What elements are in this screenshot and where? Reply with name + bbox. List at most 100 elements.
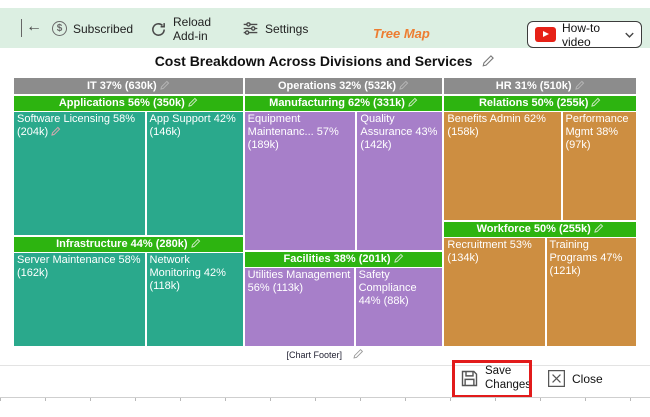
toolbar-divider: [21, 19, 22, 37]
group-header-relations: Relations 50% (255k): [444, 96, 636, 111]
edit-manufacturing-pencil-icon[interactable]: [408, 97, 418, 111]
group-header-manufacturing-label: Manufacturing 62% (331k): [269, 97, 405, 109]
edit-applications-pencil-icon[interactable]: [188, 97, 198, 111]
leaf-recruitment-label: Recruitment 53% (134k): [447, 239, 532, 264]
treemap-leaf-network-monitoring: Network Monitoring 42% (118k): [146, 252, 243, 346]
dollar-icon: $: [52, 21, 67, 36]
chart-title-row: Cost Breakdown Across Divisions and Serv…: [0, 53, 650, 70]
leaf-software-licensing-label: Software Licensing 58% (204k): [17, 113, 136, 138]
division-hr-groups: Relations 50% (255k) Benefits Admin 62% …: [444, 96, 636, 346]
group-header-workforce: Workforce 50% (255k): [444, 222, 636, 237]
settings-label: Settings: [265, 21, 309, 36]
group-infrastructure: Infrastructure 44% (280k) Server Mainten…: [14, 236, 243, 346]
relations-leaves: Benefits Admin 62% (158k) Performance Mg…: [444, 112, 636, 220]
chart-footer-text: [Chart Footer]: [286, 350, 342, 360]
save-changes-label: Save Changes: [485, 365, 532, 391]
division-it: IT 37% (630k) Applications 56% (350k) So…: [14, 78, 243, 346]
chart-title: Cost Breakdown Across Divisions and Serv…: [154, 53, 473, 69]
reload-label: Reload Add-in: [173, 15, 212, 43]
treemap-leaf-app-support: App Support 42% (146k): [146, 112, 243, 235]
youtube-icon: [535, 27, 556, 42]
howto-video-label: How-to video: [562, 20, 601, 49]
leaf-training-programs-label: Training Programs 47% (121k): [549, 239, 623, 277]
leaf-safety-compliance-label: Safety Compliance 44% (88k): [358, 268, 417, 307]
edit-division-hr-pencil-icon[interactable]: [574, 79, 585, 94]
treemap-leaf-quality-assurance: Quality Assurance 43% (142k): [357, 112, 443, 250]
group-header-infrastructure: Infrastructure 44% (280k): [14, 236, 243, 252]
division-hr: HR 31% (510k) Relations 50% (255k) Benef…: [444, 78, 636, 346]
infrastructure-leaves: Server Maintenance 58% (162k) Network Mo…: [14, 252, 243, 346]
close-button[interactable]: Close: [546, 368, 603, 389]
treemap-leaf-training-programs: Training Programs 47% (121k): [546, 238, 636, 346]
treemap-leaf-software-licensing: Software Licensing 58% (204k): [14, 112, 145, 235]
division-header-hr-label: HR 31% (510k): [495, 80, 572, 92]
group-facilities: Facilities 38% (201k) Utilities Manageme…: [244, 251, 443, 346]
footer-divider: [0, 365, 650, 366]
save-floppy-icon: [461, 371, 478, 387]
leaf-network-monitoring-label: Network Monitoring 42% (118k): [149, 253, 226, 292]
close-label: Close: [572, 371, 603, 386]
division-header-it: IT 37% (630k): [14, 78, 243, 94]
chevron-down-icon: [625, 32, 634, 38]
reload-addin-button[interactable]: Reload Add-in: [150, 15, 221, 44]
leaf-utilities-management-label: Utilities Management 56% (113k): [247, 268, 351, 294]
close-x-icon: [548, 370, 565, 387]
menu-icon[interactable]: [3, 21, 18, 27]
app-brand-title: Tree Map: [373, 26, 430, 41]
division-header-operations: Operations 32% (532k): [244, 78, 443, 94]
treemap-chart: IT 37% (630k) Applications 56% (350k) So…: [14, 78, 636, 346]
edit-title-pencil-icon[interactable]: [482, 54, 495, 70]
group-manufacturing: Manufacturing 62% (331k) Equipment Maint…: [244, 96, 443, 250]
leaf-app-support-label: App Support 42% (146k): [149, 113, 236, 138]
leaf-quality-assurance-label: Quality Assurance 43% (142k): [360, 113, 438, 151]
workforce-leaves: Recruitment 53% (134k) Training Programs…: [444, 238, 636, 346]
facilities-leaves: Utilities Management 56% (113k) Safety C…: [244, 267, 443, 346]
treemap-leaf-recruitment: Recruitment 53% (134k): [444, 238, 545, 346]
edit-division-operations-pencil-icon[interactable]: [399, 79, 409, 94]
treemap-leaf-server-maintenance: Server Maintenance 58% (162k): [14, 252, 145, 346]
division-it-groups: Applications 56% (350k) Software Licensi…: [14, 96, 243, 346]
save-changes-button[interactable]: Save Changes: [459, 365, 537, 393]
edit-workforce-pencil-icon[interactable]: [594, 223, 604, 237]
subscribed-label: Subscribed: [73, 21, 134, 36]
worksheet-gridline-edge: [0, 397, 650, 402]
division-header-hr: HR 31% (510k): [444, 78, 636, 94]
division-operations-groups: Manufacturing 62% (331k) Equipment Maint…: [244, 96, 443, 346]
edit-facilities-pencil-icon[interactable]: [393, 253, 404, 267]
treemap-leaf-benefits-admin: Benefits Admin 62% (158k): [444, 112, 561, 220]
chart-footer-row: [Chart Footer]: [0, 348, 650, 361]
treemap-leaf-equipment-maintenance: Equipment Maintenanc... 57% (189k): [244, 112, 356, 250]
edit-footer-pencil-icon[interactable]: [352, 348, 364, 361]
treemap-leaf-utilities-management: Utilities Management 56% (113k): [244, 267, 354, 346]
applications-leaves: Software Licensing 58% (204k) App Suppor…: [14, 112, 243, 235]
edit-division-it-pencil-icon[interactable]: [159, 79, 170, 94]
division-header-it-label: IT 37% (630k): [86, 80, 157, 92]
subscription-status[interactable]: $ Subscribed: [52, 21, 133, 36]
leaf-performance-mgmt-label: Performance Mgmt 38% (97k): [565, 113, 629, 151]
group-header-applications: Applications 56% (350k): [14, 96, 243, 111]
back-arrow-icon[interactable]: ←: [26, 18, 42, 35]
settings-button[interactable]: Settings: [242, 21, 308, 36]
treemap-leaf-performance-mgmt: Performance Mgmt 38% (97k): [562, 112, 636, 220]
sliders-icon: [243, 22, 258, 35]
leaf-benefits-admin-label: Benefits Admin 62% (158k): [447, 113, 546, 138]
division-operations: Operations 32% (532k) Manufacturing 62% …: [244, 78, 443, 346]
refresh-icon: [152, 23, 165, 37]
edit-relations-pencil-icon[interactable]: [591, 97, 601, 111]
group-header-workforce-label: Workforce 50% (255k): [476, 223, 591, 235]
group-header-facilities-label: Facilities 38% (201k): [283, 252, 391, 265]
treemap-leaf-safety-compliance: Safety Compliance 44% (88k): [355, 267, 443, 346]
edit-infrastructure-pencil-icon[interactable]: [190, 238, 201, 252]
group-relations: Relations 50% (255k) Benefits Admin 62% …: [444, 96, 636, 220]
edit-software-licensing-pencil-icon[interactable]: [51, 126, 61, 140]
group-header-infrastructure-label: Infrastructure 44% (280k): [56, 237, 188, 250]
group-header-manufacturing: Manufacturing 62% (331k): [244, 96, 443, 111]
group-header-applications-label: Applications 56% (350k): [58, 97, 185, 109]
toolbar: ← $ Subscribed Reload Add-in Settings Tr…: [0, 8, 650, 49]
howto-video-button[interactable]: How-to video: [527, 20, 642, 49]
group-header-relations-label: Relations 50% (255k): [478, 97, 589, 109]
manufacturing-leaves: Equipment Maintenanc... 57% (189k) Quali…: [244, 112, 443, 250]
leaf-server-maintenance-label: Server Maintenance 58% (162k): [17, 253, 141, 279]
leaf-equipment-maintenance-label: Equipment Maintenanc... 57% (189k): [247, 113, 339, 151]
